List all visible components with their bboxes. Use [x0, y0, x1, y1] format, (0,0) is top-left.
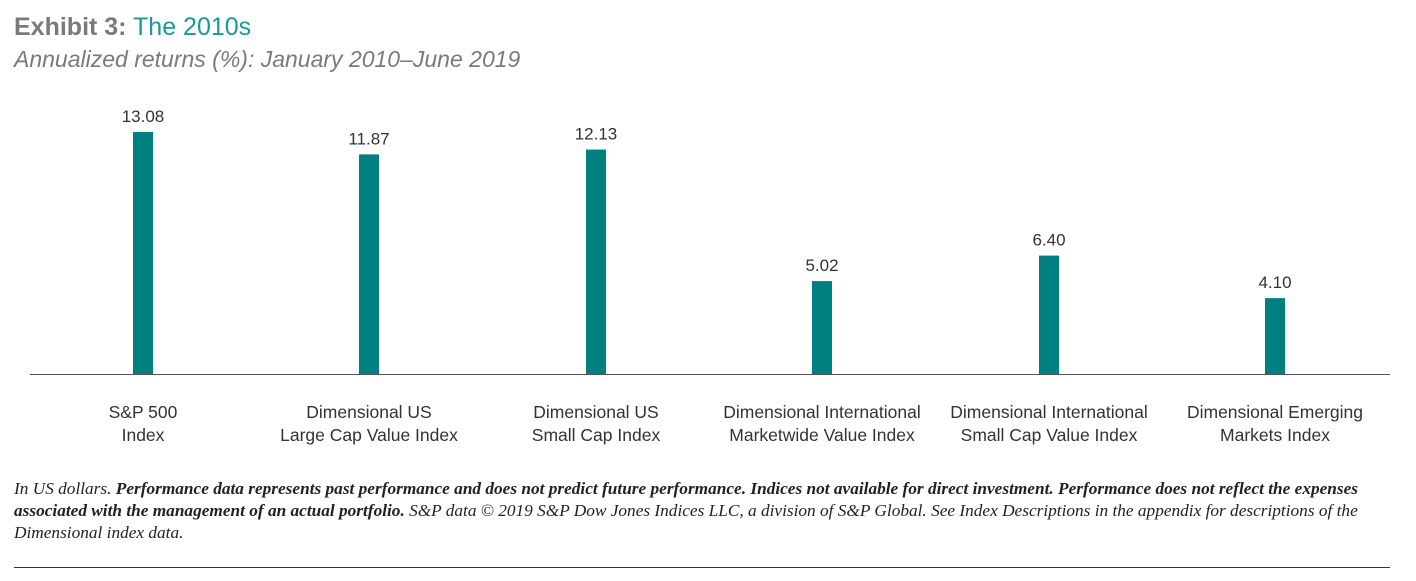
exhibit-heading: Exhibit 3: The 2010s — [14, 10, 251, 44]
category-label: Dimensional Emerging — [1187, 402, 1363, 422]
exhibit-number: Exhibit 3: — [14, 13, 127, 41]
category-label: Dimensional International — [723, 402, 920, 422]
category-label: Small Cap Value Index — [961, 425, 1138, 445]
bar — [586, 149, 606, 374]
category-label: Dimensional US — [306, 402, 431, 422]
category-label: S&P 500 — [109, 402, 178, 422]
category-label: Markets Index — [1220, 425, 1330, 445]
bar — [812, 281, 832, 374]
bottom-divider — [14, 567, 1390, 568]
category-label: Marketwide Value Index — [729, 425, 915, 445]
bar — [1265, 298, 1285, 374]
category-label: Dimensional US — [533, 402, 658, 422]
category-label: Large Cap Value Index — [280, 425, 458, 445]
bar — [359, 154, 379, 374]
data-label: 6.40 — [1032, 231, 1065, 250]
footnote-lead: In US dollars. — [14, 479, 116, 498]
footnote: In US dollars. Performance data represen… — [14, 478, 1394, 544]
bar — [1039, 255, 1059, 374]
data-label: 13.08 — [122, 107, 165, 126]
data-label: 5.02 — [805, 256, 838, 275]
category-label: Index — [122, 425, 165, 445]
data-label: 4.10 — [1258, 273, 1291, 292]
footnote-tail: S&P data © 2019 S&P Dow Jones Indices LL… — [14, 501, 1358, 542]
footnote-disclaimer: Performance data represents past perform… — [14, 479, 1358, 520]
chart-title: The 2010s — [133, 13, 252, 41]
bar-chart: 13.08 S&P 500 Index 11.87 Dimensional US Larg… — [30, 107, 1390, 445]
bar — [133, 132, 153, 374]
data-label: 12.13 — [575, 125, 618, 144]
chart-subtitle: Annualized returns (%): January 2010–Jun… — [14, 46, 521, 72]
category-label: Dimensional International — [950, 402, 1147, 422]
data-label: 11.87 — [348, 129, 389, 148]
category-label: Small Cap Index — [532, 425, 661, 445]
